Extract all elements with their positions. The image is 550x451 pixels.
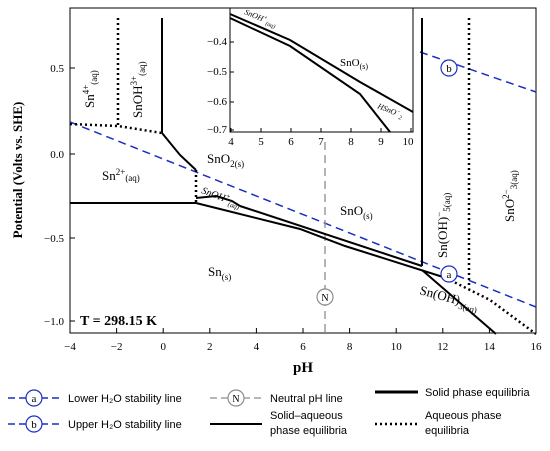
x-axis: −4 −2 0 2 4 6 8 10 12 14 16 pH [64, 328, 542, 376]
legend-item-solid-phase: Solid phase equilibria [375, 387, 530, 399]
legend-item-solid-aqueous: Solid–aqueous phase equilibria [210, 410, 348, 437]
inset-frame [229, 7, 414, 133]
inset-panel: SnOH+(aq) SnO(s) HSnO−2 4 5 6 7 8 9 10 −… [207, 7, 415, 148]
boundary-snoh1-sno2 [195, 194, 241, 207]
x-tick-label: 10 [391, 341, 403, 353]
boundary-sn4-sn2 [69, 122, 163, 135]
x-tick-label: 12 [437, 341, 448, 353]
y-tick-label: 0.5 [50, 63, 64, 75]
inset-y-tick-label: −0.6 [207, 96, 227, 108]
label-snoh1: SnOH+(aq) [199, 184, 243, 212]
legend-item-aqueous: Aqueous phase equilibria [375, 410, 501, 437]
legend-solid-aqueous-text-1: Solid–aqueous [270, 410, 343, 422]
temperature-label: T = 298.15 K [80, 314, 157, 329]
inset-x-tick-label: 4 [228, 136, 234, 148]
x-tick-label: 6 [300, 341, 306, 353]
y-tick-label: −0.5 [44, 233, 64, 245]
lower-water-line [69, 121, 537, 308]
legend-solid-phase-text: Solid phase equilibria [425, 387, 530, 399]
label-sn4: Sn4+(aq) [81, 70, 99, 108]
label-snoh3: SnOH3+(aq) [129, 61, 147, 118]
boundary-sno-sn [195, 202, 444, 278]
y-axis: 0.5 0.0 −0.5 −1.0 Potential (Volts vs. S… [10, 63, 75, 328]
marker-b: b [440, 59, 458, 77]
marker-n: N [316, 288, 334, 306]
inset-x-tick-label: 5 [258, 136, 264, 148]
marker-a: a [440, 265, 458, 283]
legend-marker-b: b [31, 419, 37, 431]
y-tick-label: 0.0 [50, 149, 64, 161]
marker-a-label: a [447, 269, 452, 281]
inset-x-tick-label: 7 [318, 136, 324, 148]
legend-item-upper: b Upper H₂O stability line [8, 415, 182, 433]
inset-x-tick-label: 9 [378, 136, 384, 148]
inset-x-tick-label: 8 [348, 136, 354, 148]
x-axis-title: pH [293, 360, 313, 376]
legend-neutral-text: Neutral pH line [270, 393, 343, 405]
legend-marker-n: N [232, 394, 239, 405]
boundary-sn2-sno2 [161, 132, 197, 171]
aqueous-boundaries [69, 18, 537, 336]
x-tick-label: 0 [160, 341, 166, 353]
legend-aqueous-text-1: Aqueous phase [425, 410, 501, 422]
inset-y-tick-label: −0.5 [207, 66, 227, 78]
inset-upper-boundary [229, 13, 414, 113]
x-tick-label: 4 [254, 341, 260, 353]
label-sno3: SnO2−3(aq) [501, 170, 519, 222]
legend-item-lower: a Lower H₂O stability line [8, 389, 182, 407]
inset-lower-boundary [229, 17, 391, 133]
x-tick-label: 2 [207, 341, 213, 353]
legend-lower-text: Lower H₂O stability line [68, 393, 182, 405]
label-snoh3aq: Sn(OH)3(aq) [417, 282, 480, 315]
marker-b-label: b [446, 63, 452, 75]
upper-water-line [419, 51, 537, 93]
inset-x-tick-label: 6 [288, 136, 294, 148]
legend-item-neutral: N Neutral pH line [210, 389, 343, 407]
inset-y-tick-label: −0.7 [207, 124, 227, 136]
solid-boundaries [70, 18, 497, 335]
legend-upper-text: Upper H₂O stability line [68, 419, 182, 431]
x-tick-label: −4 [64, 341, 76, 353]
y-axis-title: Potential (Volts vs. SHE) [10, 102, 25, 239]
x-tick-label: 16 [531, 341, 543, 353]
boundary-snoh3-sn [421, 269, 497, 335]
marker-n-label: N [321, 293, 328, 304]
x-tick-label: −2 [111, 341, 123, 353]
legend-aqueous-text-2: equilibria [425, 425, 470, 437]
label-sno2: SnO2(s) [207, 151, 244, 169]
x-tick-label: 8 [347, 341, 353, 353]
label-sno: SnO(s) [340, 203, 373, 221]
inset-y-tick-label: −0.4 [207, 36, 227, 48]
y-tick-label: −1.0 [44, 316, 64, 328]
label-sn2: Sn2+(aq) [102, 167, 140, 183]
inset-label-sno: SnO(s) [340, 57, 368, 71]
boundary-snoh3aq-snoh5 [445, 276, 537, 336]
inset-x-tick-label: 10 [403, 136, 415, 148]
label-snoh5: Sn(OH)−5(aq) [434, 193, 452, 258]
label-sn: Sn(s) [208, 264, 231, 282]
boundary-sno2-sno [239, 205, 423, 267]
legend: a Lower H₂O stability line b Upper H₂O s… [8, 387, 530, 437]
legend-solid-aqueous-text-2: phase equilibria [270, 425, 348, 437]
x-tick-label: 14 [484, 341, 496, 353]
legend-marker-a: a [32, 393, 37, 405]
